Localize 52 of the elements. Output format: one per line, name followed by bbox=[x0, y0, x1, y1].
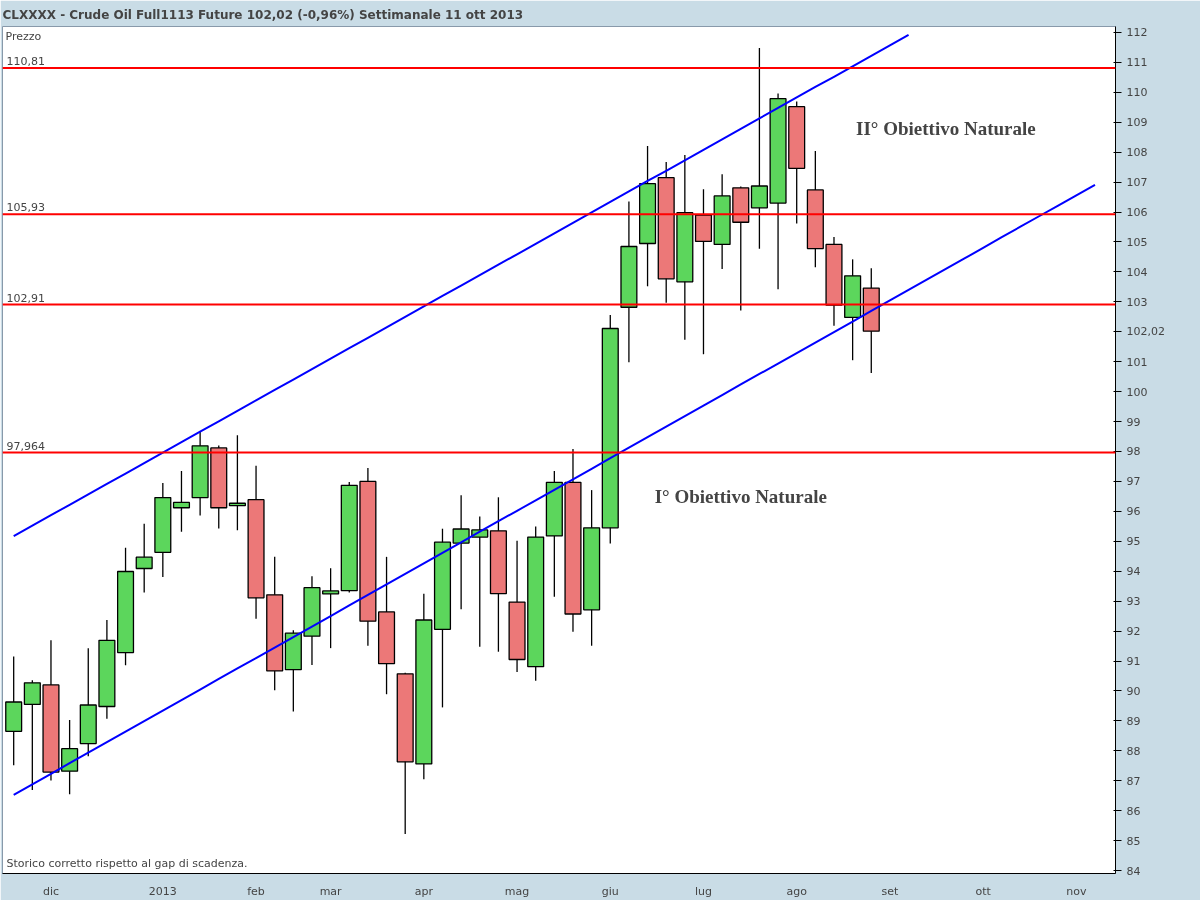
y-tick-label: 112 bbox=[1126, 26, 1148, 40]
y-tick-label: 91 bbox=[1126, 655, 1141, 668]
y-tick-label: 104 bbox=[1126, 265, 1148, 279]
ref-line-label: 102,91 bbox=[6, 291, 45, 305]
y-tick-label: 111 bbox=[1126, 56, 1148, 70]
y-tick-label: 92 bbox=[1126, 625, 1141, 639]
y-tick-label: 93 bbox=[1126, 595, 1141, 609]
y-tick-label: 100 bbox=[1126, 385, 1148, 399]
y-tick-label: 109 bbox=[1126, 116, 1148, 130]
x-tick-label: apr bbox=[414, 884, 434, 898]
y-tick-label: 90 bbox=[1126, 684, 1141, 698]
x-tick-label: nov bbox=[1066, 884, 1087, 898]
candlestick bbox=[135, 522, 153, 594]
y-tick-label: 87 bbox=[1126, 774, 1141, 788]
y-tick-label: 94 bbox=[1126, 565, 1141, 579]
y-tick-label: 102,02 bbox=[1126, 325, 1165, 339]
y-tick-label: 96 bbox=[1126, 505, 1141, 519]
x-tick-label: giu bbox=[601, 884, 619, 898]
x-tick-label: mag bbox=[504, 884, 530, 898]
y-tick-label: 110 bbox=[1126, 86, 1148, 100]
ref-line-label: 110,81 bbox=[6, 55, 45, 69]
y-tick-label: 86 bbox=[1126, 804, 1141, 818]
x-tick-label: ago bbox=[786, 884, 808, 898]
y-tick-label: 84 bbox=[1126, 864, 1141, 878]
y-tick-label: 105 bbox=[1126, 235, 1148, 249]
candlestick bbox=[172, 470, 191, 533]
y-tick-label: 99 bbox=[1126, 415, 1141, 429]
x-tick-label: set bbox=[881, 884, 900, 898]
y-tick-label: 85 bbox=[1126, 834, 1141, 848]
x-tick-label: ott bbox=[975, 884, 992, 898]
y-tick-label: 95 bbox=[1126, 535, 1141, 549]
y-tick-label: 107 bbox=[1126, 176, 1148, 190]
y-tick-label: 89 bbox=[1126, 714, 1141, 728]
annotation: II° Obiettivo Naturale bbox=[856, 117, 1036, 139]
ref-line-label: 105,93 bbox=[6, 201, 45, 215]
x-tick-label: mar bbox=[319, 884, 343, 898]
x-tick-label: feb bbox=[247, 884, 265, 898]
x-tick-label: 2013 bbox=[148, 884, 177, 898]
y-tick-label: 98 bbox=[1126, 445, 1141, 459]
y-tick-label: 103 bbox=[1126, 295, 1148, 309]
x-tick-label: lug bbox=[694, 884, 712, 898]
y-tick-label: 88 bbox=[1126, 744, 1141, 758]
y-tick-label: 97 bbox=[1126, 475, 1141, 489]
annotation: Storico corretto rispetto al gap di scadenza. bbox=[6, 856, 248, 870]
y-tick-label: 106 bbox=[1126, 206, 1148, 220]
ref-line-label: 97,964 bbox=[6, 439, 45, 453]
y-axis-title: Prezzo bbox=[5, 29, 42, 43]
x-tick-label: dic bbox=[42, 884, 60, 898]
y-tick-label: 101 bbox=[1126, 355, 1148, 369]
y-tick-label: 108 bbox=[1126, 146, 1148, 160]
annotation: I° Obiettivo Naturale bbox=[654, 485, 827, 507]
chart-title: CLXXXX - Crude Oil Full1113 Future 102,02 (-0,96%) Settimanale 11 ott 2013 bbox=[2, 7, 524, 22]
